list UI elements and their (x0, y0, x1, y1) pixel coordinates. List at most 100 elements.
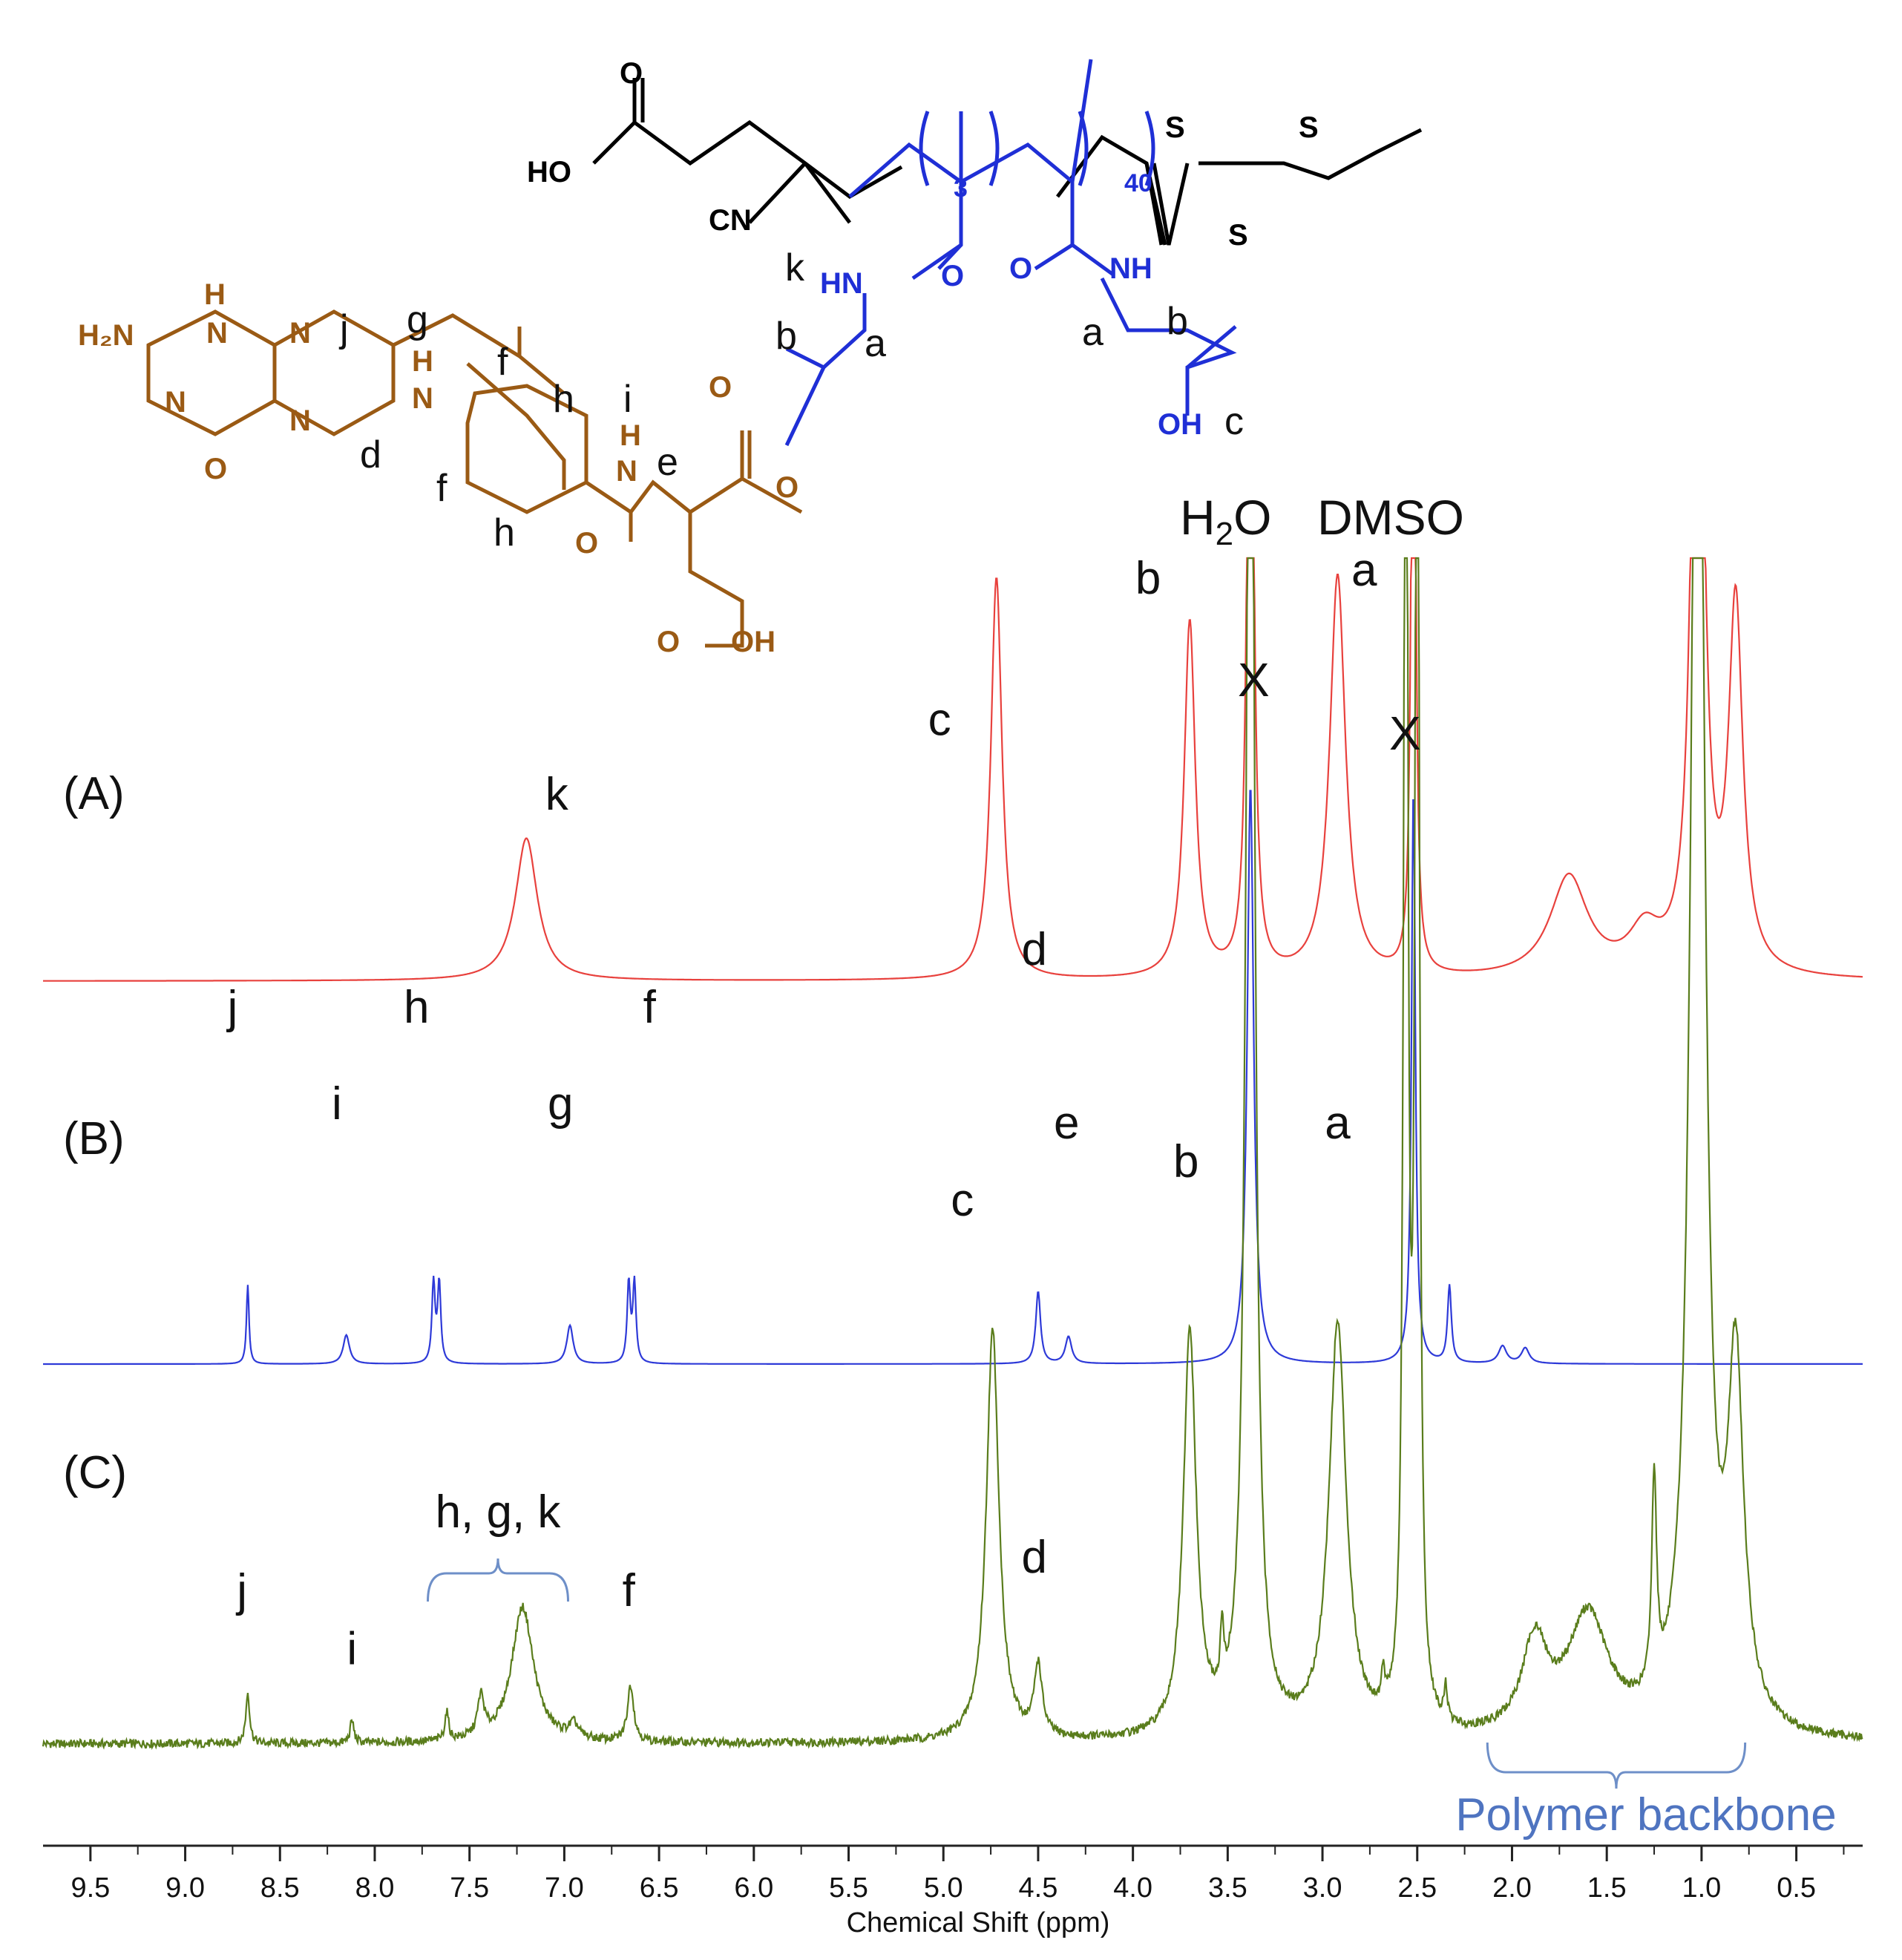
peak-label-b-b: b (1173, 1136, 1198, 1187)
amide-nh: NH (1109, 252, 1152, 285)
peak-label-b-h: h (404, 982, 429, 1033)
x-axis-ticks: 9.5 9.0 8.5 8.0 7.5 7.0 6.5 6.0 5.5 5.0 4.5 4.0 3.5 3… (70, 1846, 1845, 1904)
carbonyl-o: O (620, 57, 643, 90)
group-label: h, g, k (436, 1487, 562, 1538)
benzamide-o: O (575, 527, 598, 560)
sulfur-1: S (1165, 111, 1185, 144)
ester-o: O (775, 471, 798, 504)
x-tick-label-9.5: 9.5 (70, 1872, 110, 1904)
x-tick-label-5.0: 5.0 (924, 1872, 963, 1904)
peak-label-b-j: j (226, 982, 238, 1033)
chemical-structure: HO O CN 3 40 S S S HN O O NH OH O O H₂N … (78, 57, 1423, 658)
hydroxyl-oh: OH (1158, 408, 1202, 441)
sulfur-3: S (1228, 219, 1248, 252)
peak-label-b-c: c (951, 1175, 974, 1226)
x-tick-label-0.5: 0.5 (1777, 1872, 1816, 1904)
pterin-n-2: N (289, 317, 311, 350)
x-tick-label-8.5: 8.5 (260, 1872, 300, 1904)
series-a-trace (43, 557, 1863, 982)
x-tick-label-7.0: 7.0 (545, 1872, 584, 1904)
x-tick-label-4.5: 4.5 (1019, 1872, 1058, 1904)
amide-o-2: O (1009, 252, 1032, 285)
x-tick-label-6.5: 6.5 (640, 1872, 679, 1904)
x-tick-label-5.5: 5.5 (829, 1872, 868, 1904)
amide-hn: HN (820, 267, 863, 300)
amine-h2n: H₂N (78, 319, 134, 352)
glu-h: H (620, 419, 641, 452)
struct-label-f-1: f (497, 341, 508, 384)
glu-n: N (616, 455, 637, 488)
x-tick-label-1.5: 1.5 (1587, 1872, 1627, 1904)
amine-h: H (412, 345, 433, 378)
pterin-n-4: N (289, 404, 311, 437)
backbone-label: Polymer backbone (1455, 1789, 1837, 1841)
struct-label-c: c (1224, 400, 1244, 443)
struct-label-h-1: h (553, 378, 574, 421)
peak-label-b-f: f (643, 982, 657, 1033)
peak-label-b-d: d (1022, 924, 1047, 975)
struct-label-g: g (407, 298, 428, 341)
struct-label-i: i (623, 378, 632, 421)
peak-label-b-g: g (548, 1078, 573, 1130)
peak-label-a-c: c (928, 694, 951, 745)
amine-n: N (412, 382, 433, 415)
series-b-trace (43, 790, 1863, 1366)
ester-carbonyl-o: O (709, 371, 732, 404)
peak-label-b-e: e (1054, 1098, 1079, 1149)
pterin-n-3: N (165, 386, 186, 419)
x-tick-label-2.5: 2.5 (1397, 1872, 1437, 1904)
struct-label-b-2: b (1167, 300, 1188, 343)
struct-label-k: k (785, 246, 805, 289)
struct-label-h-2: h (493, 511, 515, 554)
solvent-mark-water: X (1238, 653, 1270, 707)
pterin-o: O (204, 453, 227, 485)
series-c-name: (C) (63, 1447, 127, 1498)
x-tick-label-6.0: 6.0 (734, 1872, 773, 1904)
struct-label-f-2: f (436, 467, 447, 510)
plot-area: k c b a j i h g f d e c b a j i f d (42, 545, 1863, 1751)
glu-acid-o: O (657, 626, 680, 658)
peak-label-a-a: a (1351, 545, 1377, 596)
carboxyl-ho: HO (527, 156, 571, 189)
peak-label-c-j: j (235, 1565, 247, 1616)
peak-label-c-f: f (623, 1565, 636, 1616)
pterin-n-1: N (206, 317, 228, 350)
series-a-name: (A) (63, 768, 125, 819)
x-tick-label-8.0: 8.0 (355, 1872, 395, 1904)
struct-label-e: e (657, 441, 678, 484)
amide-o-1: O (941, 260, 964, 292)
struct-label-a-2: a (1082, 311, 1104, 354)
peak-label-c-i: i (347, 1623, 357, 1674)
series-c-trace (42, 557, 1863, 1751)
nitrile-cn: CN (709, 204, 752, 237)
x-axis-title: Chemical Shift (ppm) (847, 1907, 1110, 1938)
solvent-mark-dmso: X (1389, 707, 1421, 760)
peak-label-a-b: b (1135, 553, 1161, 604)
x-tick-label-3.0: 3.0 (1303, 1872, 1342, 1904)
pterin-h: H (204, 278, 226, 311)
peak-label-a-k: k (545, 769, 569, 820)
dmso-label: DMSO (1317, 490, 1464, 545)
x-tick-label-1.0: 1.0 (1682, 1872, 1721, 1904)
peak-label-b-a: a (1325, 1098, 1351, 1149)
x-tick-label-2.0: 2.0 (1492, 1872, 1532, 1904)
peak-label-b-i: i (332, 1078, 342, 1130)
peak-label-c-d: d (1022, 1532, 1047, 1583)
x-tick-label-7.5: 7.5 (450, 1872, 489, 1904)
struct-label-d: d (360, 433, 381, 476)
struct-label-j: j (338, 307, 349, 350)
series-b-name: (B) (63, 1113, 125, 1164)
x-tick-label-4.0: 4.0 (1113, 1872, 1152, 1904)
struct-label-a-1: a (865, 322, 886, 365)
glu-acid-oh: OH (731, 626, 775, 658)
x-tick-label-9.0: 9.0 (165, 1872, 205, 1904)
repeat-count-3: 3 (954, 174, 968, 203)
backbone-bracket (1486, 1742, 1747, 1789)
struct-label-b-1: b (775, 315, 797, 358)
repeat-count-40: 40 (1124, 169, 1152, 197)
water-label: H2O (1180, 490, 1272, 552)
group-bracket (426, 1558, 570, 1602)
peak-labels: k c b a j i h g f d e c b a j i f d (226, 545, 1378, 1675)
x-tick-label-3.5: 3.5 (1208, 1872, 1247, 1904)
